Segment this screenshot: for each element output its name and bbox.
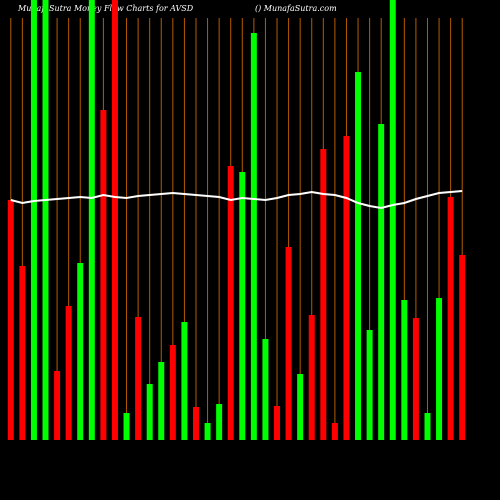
- bar: [401, 300, 408, 440]
- bar: [262, 339, 269, 440]
- money-flow-line: [10, 190, 463, 210]
- bar: [7, 200, 14, 440]
- bar: [239, 172, 246, 440]
- bar: [378, 124, 385, 440]
- bar: [216, 404, 223, 440]
- bar: [88, 0, 95, 440]
- bar: [297, 374, 304, 440]
- bar: [389, 0, 396, 440]
- bar: [308, 315, 315, 440]
- bar: [169, 345, 176, 440]
- bar: [100, 110, 107, 440]
- chart-subtitle: () MunafaSutra.com: [255, 4, 337, 13]
- bar: [412, 318, 419, 440]
- bar: [123, 413, 130, 440]
- bar: [447, 197, 454, 440]
- bar: [135, 317, 142, 440]
- bar: [436, 298, 443, 440]
- bar: [285, 247, 292, 440]
- bar: [459, 255, 466, 440]
- bar: [331, 423, 338, 440]
- bar: [65, 306, 72, 440]
- bar: [204, 423, 211, 440]
- bar: [366, 330, 373, 440]
- bar: [250, 33, 257, 440]
- bar: [227, 166, 234, 440]
- bar: [146, 384, 153, 440]
- bar: [192, 407, 199, 440]
- bar: [30, 0, 37, 440]
- bar: [355, 72, 362, 440]
- bar: [111, 0, 118, 440]
- bar: [274, 406, 281, 440]
- bar: [77, 263, 84, 440]
- bar: [320, 149, 327, 440]
- chart-title: MunafaSutra Money Flow Charts for AVSD: [17, 4, 194, 13]
- bar: [54, 371, 61, 440]
- bar: [19, 266, 26, 440]
- bar: [42, 0, 49, 440]
- bar: [343, 136, 350, 440]
- bar: [181, 322, 188, 440]
- bar: [424, 413, 431, 440]
- bar: [158, 362, 165, 440]
